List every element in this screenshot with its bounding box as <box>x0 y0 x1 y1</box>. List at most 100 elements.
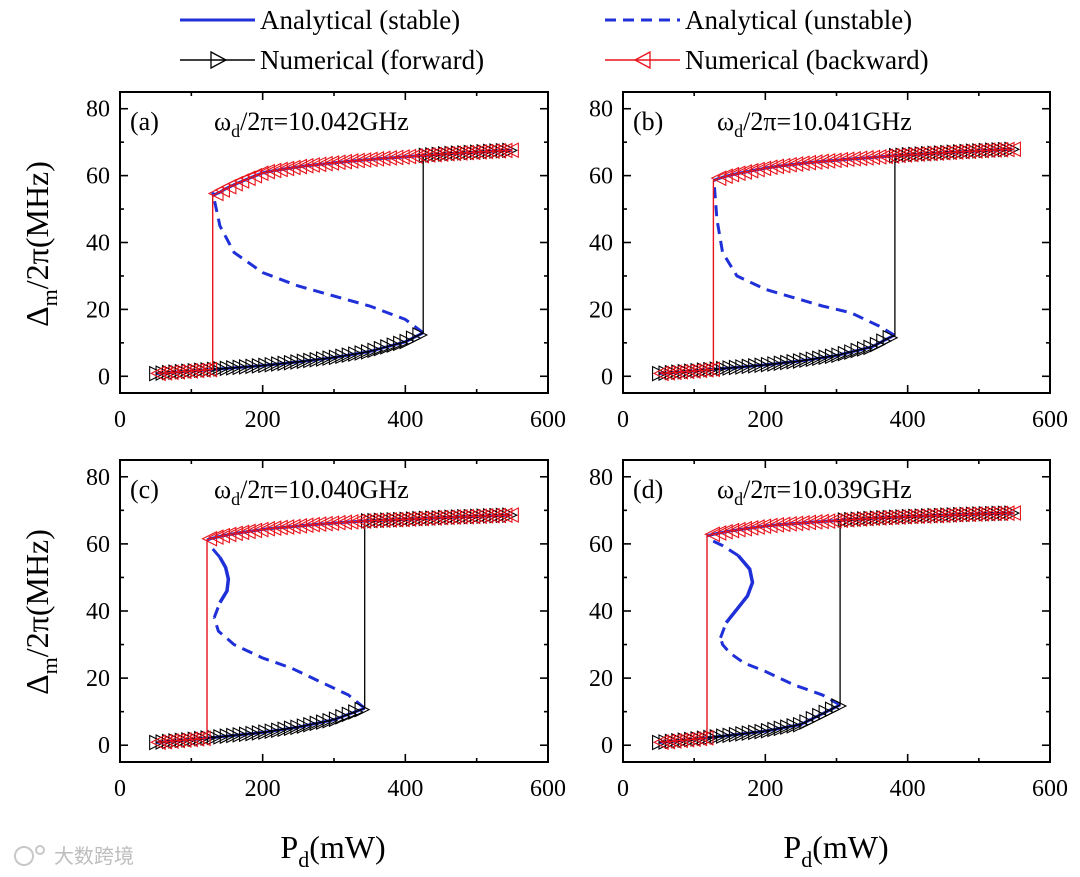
backward-marker-b-52 <box>672 364 688 380</box>
backward-marker-d-16 <box>902 508 919 525</box>
plot-frame-d <box>622 459 1051 763</box>
freq-label-c: ωd/2π=10.040GHz <box>214 475 409 509</box>
backward-marker-d-37 <box>768 517 784 533</box>
y-tick-label-b-80: 80 <box>589 97 613 123</box>
forward-marker-a-13 <box>232 359 249 376</box>
panel-d: 0 200 400 600 0 20 40 60 80 (d) ωd/2π=10.039GHz <box>589 459 1068 802</box>
forward-marker-d-16 <box>754 723 771 740</box>
backward-marker-b-22 <box>864 149 881 166</box>
backward-marker-d-30 <box>813 513 829 530</box>
backward-marker-a-2 <box>490 142 507 159</box>
backward-marker-d-25 <box>845 511 861 528</box>
analytical-unstable-upper-a-c <box>212 602 222 619</box>
x-tick-label-c-200: 200 <box>245 776 281 802</box>
backward-marker-b-32 <box>800 154 817 171</box>
backward-marker-d-19 <box>883 509 900 526</box>
analytical-unstable-upper-b-d <box>707 537 740 557</box>
backward-marker-d-35 <box>781 515 797 532</box>
analytical-unstable-a <box>211 191 425 335</box>
backward-marker-d-34 <box>787 515 804 532</box>
forward-marker-b-12 <box>728 359 745 376</box>
plot-frame-a <box>119 91 549 394</box>
forward-marker-c-27 <box>322 712 339 729</box>
backward-marker-b-54 <box>659 364 676 381</box>
numerical-forward-line-a <box>155 149 509 375</box>
backward-marker-d-26 <box>838 511 855 528</box>
backward-marker-c-5 <box>471 508 487 525</box>
x-tick-label-b-600: 600 <box>1032 407 1068 433</box>
forward-marker-a-33 <box>360 344 377 360</box>
backward-marker-b-55 <box>652 365 669 382</box>
x-tick-label-c-600: 600 <box>530 776 566 802</box>
backward-marker-b-17 <box>896 147 913 163</box>
forward-marker-a-41 <box>412 327 429 343</box>
backward-marker-d-32 <box>800 514 817 531</box>
backward-marker-a-13 <box>419 147 436 163</box>
forward-marker-c-28 <box>328 711 345 728</box>
panel-label-d: (d) <box>633 475 663 504</box>
forward-marker-b-17 <box>760 356 777 373</box>
backward-marker-c-41 <box>239 523 256 540</box>
freq-label-b: ωd/2π=10.041GHz <box>717 107 912 141</box>
numerical-backward-line-b <box>662 148 1015 374</box>
backward-marker-a-14 <box>413 147 430 164</box>
backward-marker-b-27 <box>832 151 849 168</box>
backward-marker-b-7 <box>960 143 977 160</box>
backward-marker-b-40 <box>748 161 765 178</box>
numerical-forward-line-b <box>658 148 1011 375</box>
forward-marker-d-28 <box>831 698 848 714</box>
forward-marker-d-15 <box>748 724 764 741</box>
backward-marker-c-18 <box>387 511 404 528</box>
backward-marker-a-31 <box>304 157 320 173</box>
watermark-logo-icon <box>14 846 34 866</box>
forward-marker-c-30 <box>341 706 358 723</box>
x-tick-label-a-400: 400 <box>387 407 423 433</box>
backward-marker-b-49 <box>691 362 708 379</box>
freq-label-d: ωd/2π=10.039GHz <box>717 475 912 509</box>
backward-marker-d-55 <box>652 734 669 751</box>
backward-marker-d-20 <box>877 509 893 526</box>
backward-marker-b-29 <box>819 152 836 169</box>
backward-marker-a-21 <box>368 150 385 167</box>
backward-marker-d-42 <box>736 520 752 537</box>
backward-marker-b-41 <box>742 162 759 179</box>
backward-marker-c-0 <box>503 507 519 523</box>
backward-marker-d-53 <box>665 733 682 749</box>
watermark: 大数跨境 <box>14 844 134 868</box>
backward-marker-d-49 <box>691 730 708 747</box>
backward-marker-d-2 <box>992 505 1009 522</box>
backward-marker-d-10 <box>941 507 957 523</box>
forward-marker-a-36 <box>380 338 397 355</box>
forward-marker-a-28 <box>328 349 345 366</box>
forward-marker-c-31 <box>348 704 364 720</box>
forward-marker-d-12 <box>728 726 745 743</box>
forward-marker-c-20 <box>277 721 294 738</box>
forward-marker-c-23 <box>296 718 313 734</box>
forward-marker-a-35 <box>373 340 390 357</box>
forward-marker-a-10 <box>213 361 230 377</box>
backward-marker-d-9 <box>947 506 964 523</box>
backward-marker-d-41 <box>742 519 759 536</box>
backward-marker-a-35 <box>278 160 295 177</box>
forward-marker-c-16 <box>251 725 268 741</box>
watermark-text: 大数跨境 <box>54 844 134 868</box>
backward-marker-a-40 <box>246 167 263 184</box>
forward-marker-c-21 <box>283 720 300 737</box>
backward-marker-d-12 <box>928 507 945 524</box>
backward-marker-a-5 <box>471 144 487 160</box>
analytical-stable-middle-d <box>724 554 755 624</box>
backward-marker-c-47 <box>201 530 218 547</box>
forward-marker-c-32 <box>354 701 371 718</box>
backward-marker-d-23 <box>857 510 874 527</box>
legend-marker-backward <box>633 50 651 70</box>
backward-marker-b-39 <box>755 160 772 177</box>
backward-marker-a-52 <box>169 364 186 380</box>
backward-marker-a-23 <box>355 152 372 168</box>
backward-marker-a-15 <box>406 148 423 164</box>
legend-label-forward: Numerical (forward) <box>260 45 484 75</box>
forward-marker-b-18 <box>767 356 784 372</box>
forward-marker-b-30 <box>844 344 860 360</box>
forward-marker-c-11 <box>219 728 236 745</box>
backward-marker-b-8 <box>953 143 970 160</box>
backward-marker-c-44 <box>220 526 237 543</box>
